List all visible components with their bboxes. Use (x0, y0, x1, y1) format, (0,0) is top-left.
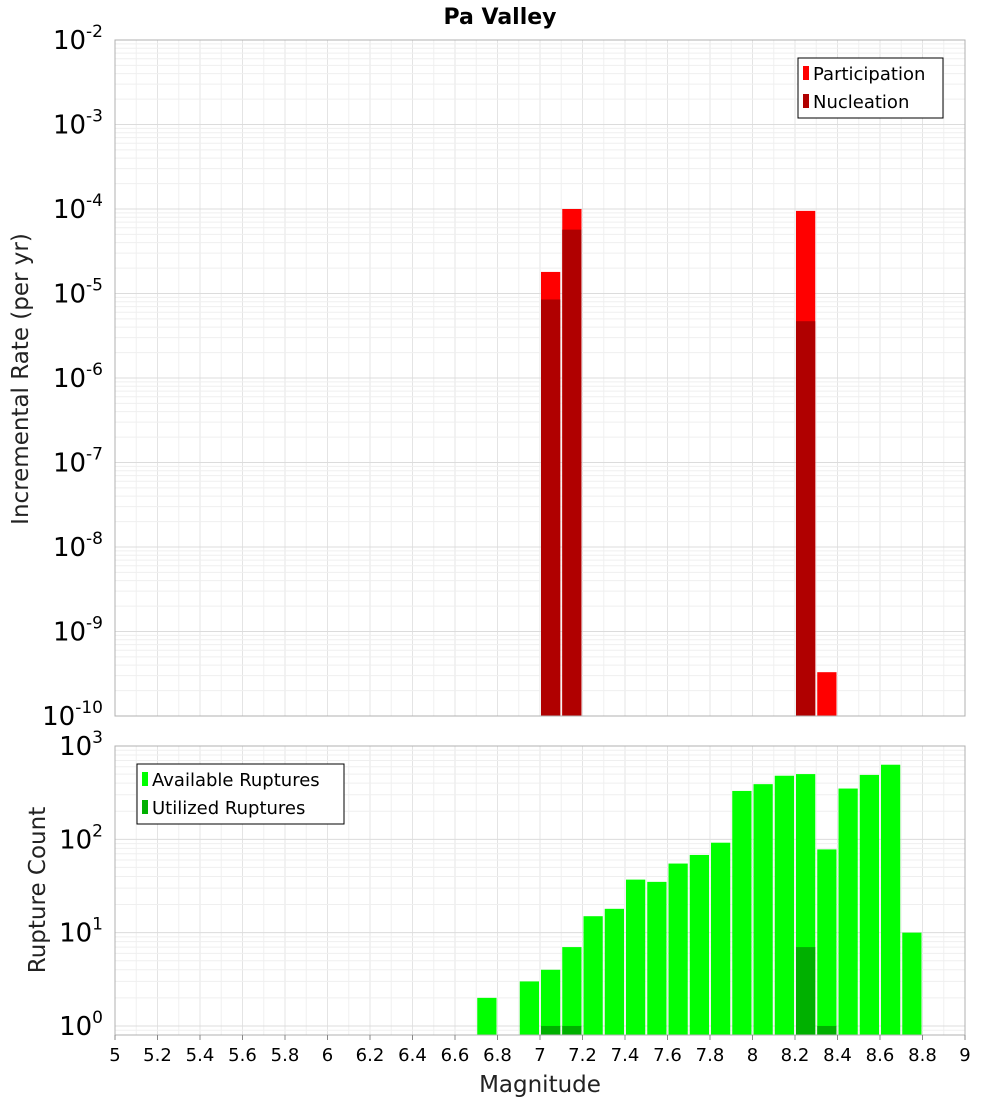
x-tick-label: 7.8 (696, 1045, 725, 1066)
x-tick-label: 5.4 (186, 1045, 215, 1066)
y-tick-label: 102 (59, 821, 103, 855)
bar (732, 790, 752, 1035)
x-tick-label: 7.4 (611, 1045, 640, 1066)
legend: Participation Nucleation (797, 57, 944, 119)
plots: 10-10 10-9 10-8 10-7 10-6 10-5 10-4 10-3 10-2 Par… (42, 22, 971, 1066)
x-tick-label: 7 (534, 1045, 545, 1066)
bar (774, 775, 794, 1035)
y-tick-label: 101 (59, 915, 103, 949)
series-2 (541, 229, 816, 716)
bar (902, 932, 922, 1035)
bar (689, 854, 709, 1035)
chart-title: Pa Valley (443, 5, 556, 30)
legend-label: Participation (813, 64, 925, 85)
bar (541, 299, 561, 716)
legend-label: Utilized Ruptures (152, 798, 305, 819)
series-1 (477, 764, 922, 1035)
bar (711, 842, 731, 1035)
bar (838, 788, 858, 1035)
legend-box (136, 763, 345, 825)
plot-frame (114, 39, 966, 717)
y-tick-label: 10-6 (53, 360, 103, 394)
y-tick-label: 103 (59, 728, 103, 762)
bar (541, 1025, 561, 1035)
legend-label: Available Ruptures (152, 770, 320, 791)
x-tick-label: 6.6 (441, 1045, 470, 1066)
y-tick-label: 10-3 (53, 107, 103, 141)
bar (519, 981, 539, 1035)
legend-swatch (142, 800, 148, 814)
bar (626, 879, 646, 1035)
series-2 (541, 947, 837, 1035)
bar (859, 774, 879, 1035)
legend-label: Nucleation (813, 92, 909, 113)
x-tick-label: 8.4 (823, 1045, 852, 1066)
legend-swatch (142, 772, 148, 786)
x-tick-label: 6.2 (356, 1045, 385, 1066)
y-tick-label: 10-8 (53, 529, 103, 563)
top-y-axis-label: Incremental Rate (per yr) (8, 233, 34, 525)
bottom-y-axis-label: Rupture Count (25, 807, 51, 973)
y-tick-label: 10-7 (53, 445, 103, 479)
legend-swatch (803, 66, 809, 80)
bar (817, 1025, 837, 1035)
x-tick-label: 7.6 (653, 1045, 682, 1066)
x-tick-label: 6.8 (483, 1045, 512, 1066)
bar (668, 863, 688, 1035)
bar (817, 672, 837, 716)
x-axis-label: Magnitude (479, 1072, 601, 1098)
x-tick-label: 7.2 (568, 1045, 597, 1066)
x-tick-label: 9 (959, 1045, 970, 1066)
legend-box (797, 57, 944, 119)
bar (881, 764, 901, 1035)
bar (796, 321, 816, 716)
bar (477, 997, 497, 1035)
x-tick-label: 8.6 (866, 1045, 895, 1066)
x-tick-label: 5.6 (228, 1045, 257, 1066)
y-tick-label: 100 (59, 1008, 103, 1042)
x-tick-label: 8.8 (908, 1045, 937, 1066)
bar (647, 881, 667, 1035)
y-tick-label: 10-9 (53, 614, 103, 648)
legend-swatch (803, 94, 809, 108)
legend: Available Ruptures Utilized Ruptures (136, 763, 345, 825)
x-tick-label: 8.2 (781, 1045, 810, 1066)
x-tick-label: 5 (109, 1045, 120, 1066)
bar (562, 947, 582, 1035)
x-tick-label: 6.4 (398, 1045, 427, 1066)
bar (541, 969, 561, 1035)
y-tick-label: 10-5 (53, 276, 103, 310)
x-tick-label: 5.8 (271, 1045, 300, 1066)
x-tick-label: 5.2 (143, 1045, 172, 1066)
y-tick-label: 10-2 (53, 22, 103, 56)
bar (796, 947, 816, 1035)
bar (583, 916, 603, 1035)
bar (562, 229, 582, 716)
bar (753, 784, 773, 1035)
x-tick-label: 6 (322, 1045, 333, 1066)
plot-2: 100 101 102 103 Available Ruptures Utilized R… (59, 728, 971, 1066)
x-tick-label: 8 (747, 1045, 758, 1066)
bar (604, 908, 624, 1035)
y-tick-label: 10-4 (53, 191, 103, 225)
bar (562, 1025, 582, 1035)
plot-1: 10-10 10-9 10-8 10-7 10-6 10-5 10-4 10-3 10-2 Par… (42, 22, 966, 732)
y-tick-label: 10-10 (42, 698, 103, 732)
bar (817, 849, 837, 1035)
